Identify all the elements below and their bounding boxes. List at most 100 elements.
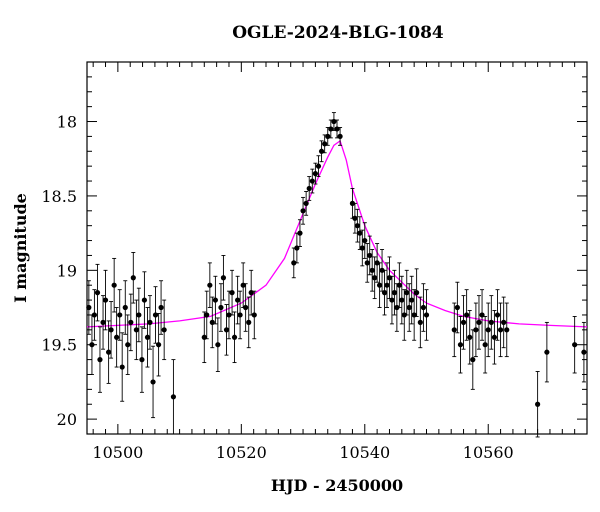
data-point [476, 319, 482, 325]
data-point [485, 327, 491, 333]
data-point [417, 319, 423, 325]
data-point [364, 260, 370, 266]
data-point [369, 267, 375, 273]
data-point [488, 319, 494, 325]
data-point [111, 282, 117, 288]
data-point [420, 304, 427, 311]
data-point [354, 223, 360, 229]
data-point [102, 297, 109, 303]
data-point [117, 312, 123, 318]
data-point [150, 379, 156, 385]
data-point [409, 297, 415, 303]
y-tick-label: 20 [57, 410, 77, 429]
data-point [406, 304, 412, 311]
data-point [337, 133, 343, 139]
y-tick-label: 18.5 [41, 187, 77, 206]
data-point [86, 304, 92, 311]
chart-title: OGLE-2024-BLG-1084 [232, 23, 444, 43]
data-point [158, 304, 164, 311]
data-point [229, 290, 235, 296]
data-point [460, 319, 467, 325]
model-curve [86, 139, 588, 328]
data-point [133, 327, 139, 333]
data-point [306, 185, 312, 192]
x-tick-labels: 10500 10520 10540 10560 [92, 443, 513, 462]
data-point [501, 319, 507, 325]
data-point [357, 230, 363, 236]
data-point [220, 275, 227, 281]
data-point [581, 349, 587, 355]
data-point [352, 215, 358, 221]
data-point [122, 304, 128, 311]
data-point [141, 297, 148, 303]
data-point [401, 312, 407, 318]
x-axis-label: HJD - 2450000 [271, 476, 403, 495]
data-point [212, 297, 218, 303]
data-point [223, 327, 230, 333]
data-point [396, 282, 402, 288]
data-point [136, 312, 142, 318]
data-point [130, 275, 136, 281]
data-point [315, 163, 322, 169]
data-point [535, 401, 541, 407]
data-point [349, 200, 356, 206]
data-points [86, 112, 587, 438]
data-point [251, 312, 257, 318]
data-point [226, 312, 232, 318]
data-point [114, 334, 120, 340]
y-tick-label: 18 [57, 113, 77, 132]
x-tick-label: 10560 [463, 443, 514, 462]
data-point [309, 178, 315, 184]
data-point [235, 297, 241, 303]
data-point [303, 200, 309, 206]
y-tick-label: 19 [57, 261, 77, 280]
model-curve-line [86, 139, 588, 328]
data-point [367, 252, 373, 259]
data-point [359, 245, 365, 251]
axis-ticks [87, 61, 588, 435]
data-point [391, 290, 398, 296]
data-point [454, 304, 460, 311]
data-point [374, 260, 380, 266]
data-point [231, 334, 238, 340]
data-point [156, 342, 162, 348]
data-point [106, 349, 112, 355]
y-tick-labels: 18 18.5 19 19.5 20 [41, 113, 77, 430]
data-point [389, 297, 395, 303]
data-point [451, 327, 457, 333]
data-point [494, 312, 501, 318]
data-point [470, 357, 476, 363]
data-point [464, 312, 470, 318]
x-tick-label: 10520 [216, 443, 267, 462]
data-point [237, 312, 243, 318]
data-point [300, 208, 306, 214]
data-point [125, 342, 131, 348]
data-point [139, 357, 145, 363]
data-point [457, 342, 464, 348]
y-tick-label: 19.5 [41, 336, 77, 355]
data-point [97, 357, 103, 363]
data-point [467, 334, 473, 340]
data-point [399, 297, 405, 303]
data-point [91, 312, 98, 318]
x-tick-label: 10500 [92, 443, 143, 462]
data-point [243, 304, 249, 311]
data-point [381, 290, 388, 296]
data-point [297, 230, 303, 236]
data-point [100, 319, 106, 325]
plot-area [86, 61, 588, 438]
x-tick-label: 10540 [339, 443, 390, 462]
data-point [473, 327, 479, 333]
data-point [207, 282, 213, 288]
data-point [372, 275, 378, 281]
data-point [144, 334, 151, 340]
data-point [572, 342, 578, 348]
data-point [94, 290, 101, 296]
data-point [108, 327, 114, 333]
data-point [170, 394, 177, 400]
y-axis-label: I magnitude [11, 193, 30, 303]
data-point [204, 312, 210, 318]
data-point [291, 260, 297, 266]
data-point [504, 327, 510, 333]
data-point [379, 267, 385, 273]
